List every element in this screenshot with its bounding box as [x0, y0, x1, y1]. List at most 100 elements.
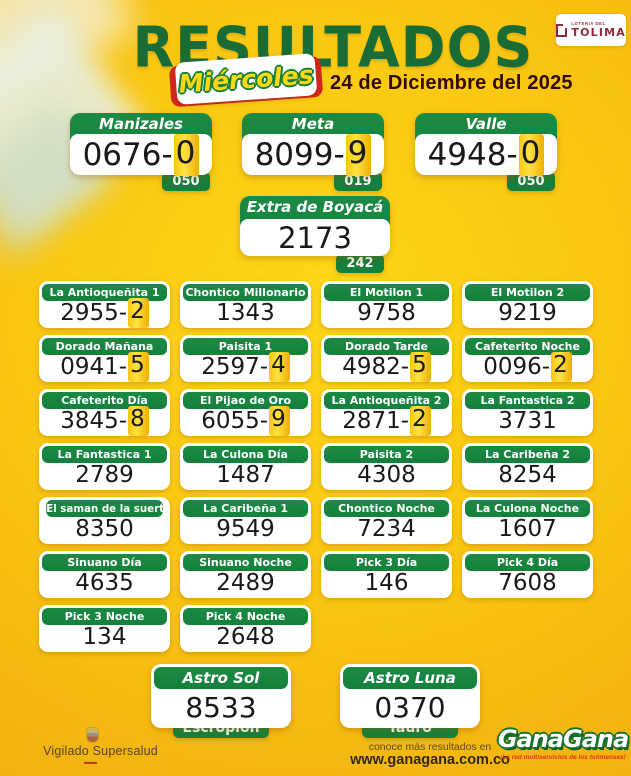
- result-number: 3731: [465, 409, 590, 433]
- number-main: 4635: [75, 570, 134, 596]
- result-card: Cafeterito Día 3845 8: [39, 389, 170, 436]
- lottery-name: El Motilon 2: [465, 284, 590, 301]
- number-main: 2648: [216, 624, 275, 650]
- number-main: 8099: [254, 136, 334, 173]
- number-main: 2789: [75, 462, 134, 488]
- number-last-highlight: 8: [128, 406, 149, 436]
- number-main: 134: [82, 624, 127, 650]
- result-card-valle: Valle 4948 0: [415, 113, 557, 176]
- result-card: Cafeterito Noche 0096 2: [462, 335, 593, 382]
- result-card: Chontico Millonario 1343: [180, 281, 311, 328]
- number-main: 6055: [201, 408, 260, 434]
- number-dash: [401, 355, 409, 379]
- loteria-tolima-logo: LOTERIA DEL TOLIMA: [556, 14, 626, 46]
- result-card: Sinuano Noche 2489: [180, 551, 311, 598]
- number-last-highlight: 5: [410, 352, 431, 382]
- result-card: El saman de la suerte 8350: [39, 497, 171, 544]
- number-main: 9549: [216, 516, 275, 542]
- number-last-highlight: 0: [518, 133, 545, 176]
- number-main: 1343: [216, 300, 275, 326]
- number-main: 7608: [498, 570, 557, 596]
- serie-badge: 050: [507, 172, 555, 191]
- result-number: 9219: [465, 301, 590, 325]
- number-main: 3845: [60, 408, 119, 434]
- result-number: 1607: [465, 517, 590, 541]
- result-number: 0096 2: [465, 352, 590, 382]
- lottery-name: Astro Sol: [154, 667, 288, 689]
- tolima-logo-text: LOTERIA DEL TOLIMA: [571, 21, 626, 39]
- result-card: La Culona Día 1487: [180, 443, 311, 490]
- number-main: 8350: [75, 516, 134, 542]
- lottery-name: Meta: [291, 115, 335, 133]
- lottery-name: Sinuano Noche: [183, 554, 308, 571]
- result-number: 4308: [324, 463, 449, 487]
- result-number: 8533: [185, 690, 257, 724]
- lottery-name: Pick 3 Noche: [42, 608, 167, 625]
- ganagana-brand-text: GanaGana: [497, 725, 629, 753]
- tolima-logo-line2: TOLIMA: [571, 25, 626, 39]
- result-number: 2789: [42, 463, 167, 487]
- number-dash: [161, 137, 172, 173]
- result-number: 7234: [324, 517, 449, 541]
- result-card: La Caribeña 2 8254: [462, 443, 593, 490]
- result-number: 2955 2: [42, 298, 167, 328]
- lottery-name: Chontico Millonario: [183, 284, 308, 301]
- number-dash: [506, 137, 517, 173]
- result-number: 1343: [183, 301, 308, 325]
- lottery-name: La Culona Noche: [465, 500, 590, 517]
- result-number: 9549: [183, 517, 308, 541]
- result-number: 134: [42, 625, 167, 649]
- number-dash: [333, 137, 344, 173]
- lottery-name: La Fantastica 1: [42, 446, 167, 463]
- number-main: 0676: [82, 136, 162, 173]
- number-main: 7234: [357, 516, 416, 542]
- lottery-name: El Pijao de Oro: [183, 392, 308, 409]
- result-card: El Motilon 1 9758: [321, 281, 452, 328]
- result-card-manizales: Manizales 0676 0: [70, 113, 212, 176]
- serie-badge: 242: [336, 254, 384, 273]
- number-main: 8254: [498, 462, 557, 488]
- result-card: Pick 3 Noche 134: [39, 605, 170, 652]
- lottery-name: Sinuano Día: [42, 554, 167, 571]
- lottery-name: Dorado Tarde: [324, 338, 449, 355]
- number-last-highlight: 5: [128, 352, 149, 382]
- lottery-name: La Fantastica 2: [465, 392, 590, 409]
- lottery-name: Astro Luna: [343, 667, 477, 689]
- page-title: RESULTADOS: [132, 14, 534, 81]
- lottery-name: Pick 3 Día: [324, 554, 449, 571]
- ganagana-logo: GanaGana ¡La red multiservicios de los t…: [497, 725, 629, 761]
- lottery-name: Paisita 2: [324, 446, 449, 463]
- vigilado-supersalud-label: Vigilado Supersalud: [43, 744, 158, 758]
- result-card: La Antioqueñita 2 2871 2: [321, 389, 452, 436]
- lottery-name: La Caribeña 1: [183, 500, 308, 517]
- result-card: Pick 4 Noche 2648: [180, 605, 311, 652]
- number-main: 4308: [357, 462, 416, 488]
- number-main: 1607: [498, 516, 557, 542]
- result-card-astro-sol: Astro Sol 8533: [151, 664, 291, 728]
- result-card: Paisita 1 2597 4: [180, 335, 311, 382]
- lottery-name: Chontico Noche: [324, 500, 449, 517]
- number-main: 2871: [342, 408, 401, 434]
- number-last-highlight: 9: [345, 133, 372, 176]
- number-last-highlight: 2: [551, 352, 572, 382]
- result-card: Paisita 2 4308: [321, 443, 452, 490]
- result-number: 4948 0: [415, 133, 557, 176]
- result-number: 8350: [42, 517, 167, 541]
- number-last-highlight: 4: [269, 352, 290, 382]
- result-number: 0676 0: [70, 133, 212, 176]
- lottery-name: La Antioqueñita 2: [324, 392, 449, 409]
- number-last-highlight: 9: [269, 406, 290, 436]
- number-main: 2489: [216, 570, 275, 596]
- number-main: 3731: [498, 408, 557, 434]
- result-number: 4635: [42, 571, 167, 595]
- result-card: La Caribeña 1 9549: [180, 497, 311, 544]
- number-dash: [260, 355, 268, 379]
- website-url: www.ganagana.com.co: [350, 752, 510, 768]
- lottery-name: Pick 4 Noche: [183, 608, 308, 625]
- lottery-name: Manizales: [99, 115, 183, 133]
- tolima-logo-line1: LOTERIA DEL: [571, 21, 606, 27]
- result-number: 6055 9: [183, 406, 308, 436]
- lottery-name: Extra de Boyacá: [246, 198, 384, 216]
- lottery-name: Paisita 1: [183, 338, 308, 355]
- lottery-name: Dorado Mañana: [42, 338, 167, 355]
